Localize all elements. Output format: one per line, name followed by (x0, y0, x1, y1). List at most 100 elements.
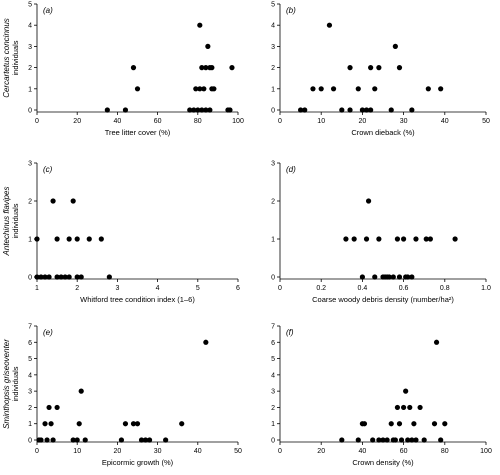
x-axis-label: Tree litter cover (%) (105, 128, 171, 137)
x-tick-label: 80 (194, 118, 202, 125)
data-point (104, 107, 110, 113)
y-axis-title: Sminthopsis griseoventer (2, 339, 11, 429)
data-point (191, 107, 197, 113)
panel-label: (c) (43, 165, 53, 174)
x-axis-label: Coarse woody debris density (number/ha²) (312, 295, 454, 304)
data-point (209, 65, 215, 71)
y-tick-label: 3 (271, 44, 275, 51)
data-point (78, 274, 84, 280)
panel-label: (b) (286, 6, 296, 15)
data-point (46, 404, 52, 411)
x-tick-label: 0 (278, 285, 282, 292)
data-point (201, 86, 207, 92)
data-point (370, 437, 376, 443)
data-point (372, 274, 378, 280)
x-tick-label: 1.0 (481, 285, 491, 292)
data-point (138, 437, 145, 443)
data-point (351, 236, 357, 242)
data-point (54, 274, 60, 280)
data-point (363, 236, 370, 242)
x-tick-label: 0.4 (358, 285, 368, 292)
y-tick-label: 2 (271, 405, 275, 412)
data-point (376, 236, 382, 242)
data-point (392, 437, 398, 443)
y-tick-label: 1 (28, 237, 32, 244)
data-point (38, 274, 44, 280)
data-point (50, 198, 56, 204)
data-point (298, 107, 304, 113)
data-point (423, 236, 429, 242)
y-tick-label: 2 (28, 405, 32, 412)
y-tick-label: 0 (271, 275, 275, 282)
data-point (74, 236, 80, 242)
data-point (394, 236, 401, 242)
data-point (413, 236, 419, 242)
panel-label: (f) (286, 328, 294, 337)
y-tick-label: 1 (28, 421, 32, 428)
data-point (388, 107, 394, 113)
data-point (163, 437, 169, 443)
data-point (50, 437, 56, 443)
x-tick-label: 0.8 (440, 285, 450, 292)
data-point (392, 43, 398, 50)
x-tick-label: 30 (154, 448, 162, 455)
data-point (339, 437, 345, 443)
data-point (409, 437, 415, 443)
data-point (82, 437, 88, 443)
data-point (411, 421, 417, 427)
data-point (58, 274, 64, 280)
x-tick-label: 100 (232, 118, 244, 125)
x-tick-label: 4 (156, 285, 160, 292)
x-tick-label: 50 (234, 448, 242, 455)
data-point (195, 107, 201, 113)
x-tick-label: 50 (482, 118, 490, 125)
data-point (368, 65, 374, 71)
y-tick-label: 4 (271, 372, 275, 379)
y-tick-label: 2 (271, 199, 275, 206)
data-point (70, 437, 76, 443)
x-tick-label: 60 (400, 448, 408, 455)
data-point (365, 198, 372, 204)
data-point (318, 86, 324, 92)
data-point (74, 437, 80, 443)
y-axis-subtitle: individuals (11, 40, 20, 75)
data-point (66, 236, 72, 242)
data-point (229, 65, 235, 71)
x-tick-label: 40 (359, 448, 367, 455)
x-tick-label: 20 (114, 448, 122, 455)
data-point (442, 421, 448, 427)
y-tick-label: 0 (271, 108, 275, 115)
data-point (66, 274, 72, 280)
data-point (44, 437, 50, 443)
data-point (330, 86, 337, 92)
y-axis-subtitle: individuals (11, 203, 20, 238)
data-point (401, 236, 407, 242)
y-axis-subtitle: individuals (11, 366, 20, 401)
data-point (203, 339, 209, 345)
data-point (302, 107, 308, 113)
data-point (376, 65, 382, 71)
x-tick-label: 1 (35, 285, 39, 292)
y-tick-label: 6 (271, 340, 275, 347)
data-point (433, 339, 440, 345)
data-point (347, 65, 353, 71)
y-tick-label: 7 (271, 324, 275, 331)
x-tick-label: 30 (400, 118, 408, 125)
y-tick-label: 2 (28, 199, 32, 206)
data-point (203, 107, 209, 113)
data-point (359, 274, 365, 280)
x-tick-label: 0 (278, 448, 282, 455)
data-point (46, 274, 52, 280)
data-point (452, 236, 458, 242)
x-tick-label: 2 (75, 285, 79, 292)
x-axis-label: Whitford tree condition index (1–6) (80, 295, 195, 304)
data-point (76, 421, 82, 427)
data-point (193, 86, 199, 92)
data-point (355, 86, 361, 92)
y-tick-label: 3 (271, 389, 275, 396)
data-point (359, 107, 365, 113)
y-tick-label: 5 (271, 2, 275, 9)
data-point (227, 107, 233, 113)
y-tick-label: 0 (271, 438, 275, 445)
y-axis-title: Cercartetus concinnus (2, 18, 11, 98)
